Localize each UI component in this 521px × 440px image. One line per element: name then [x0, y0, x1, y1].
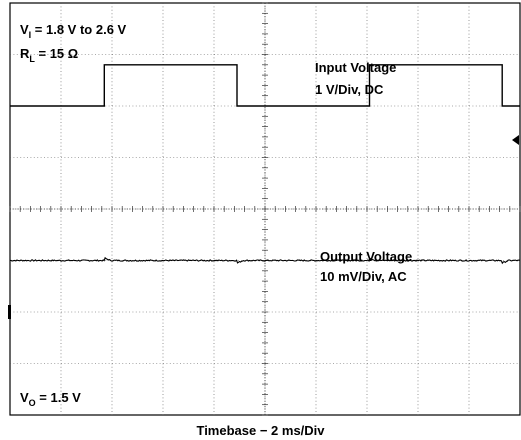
series-input-name: Input Voltage — [315, 60, 396, 75]
traces — [9, 64, 521, 265]
grid — [9, 2, 521, 416]
load-resistance-annotation: RL = 15 Ω — [20, 46, 78, 64]
output-voltage-annotation: VO = 1.5 V — [20, 390, 81, 408]
input-range-annotation: VI = 1.8 V to 2.6 V — [20, 22, 127, 40]
channel2-ground-marker — [8, 305, 11, 319]
series-output-name: Output Voltage — [320, 249, 412, 264]
input-voltage-trace — [10, 64, 520, 107]
output-voltage-trace — [9, 256, 521, 265]
trigger-level-marker — [512, 135, 519, 145]
series-input-scale: 1 V/Div, DC — [315, 82, 384, 97]
x-axis-label: Timebase − 2 ms/Div — [196, 423, 325, 438]
series-output-scale: 10 mV/Div, AC — [320, 269, 407, 284]
